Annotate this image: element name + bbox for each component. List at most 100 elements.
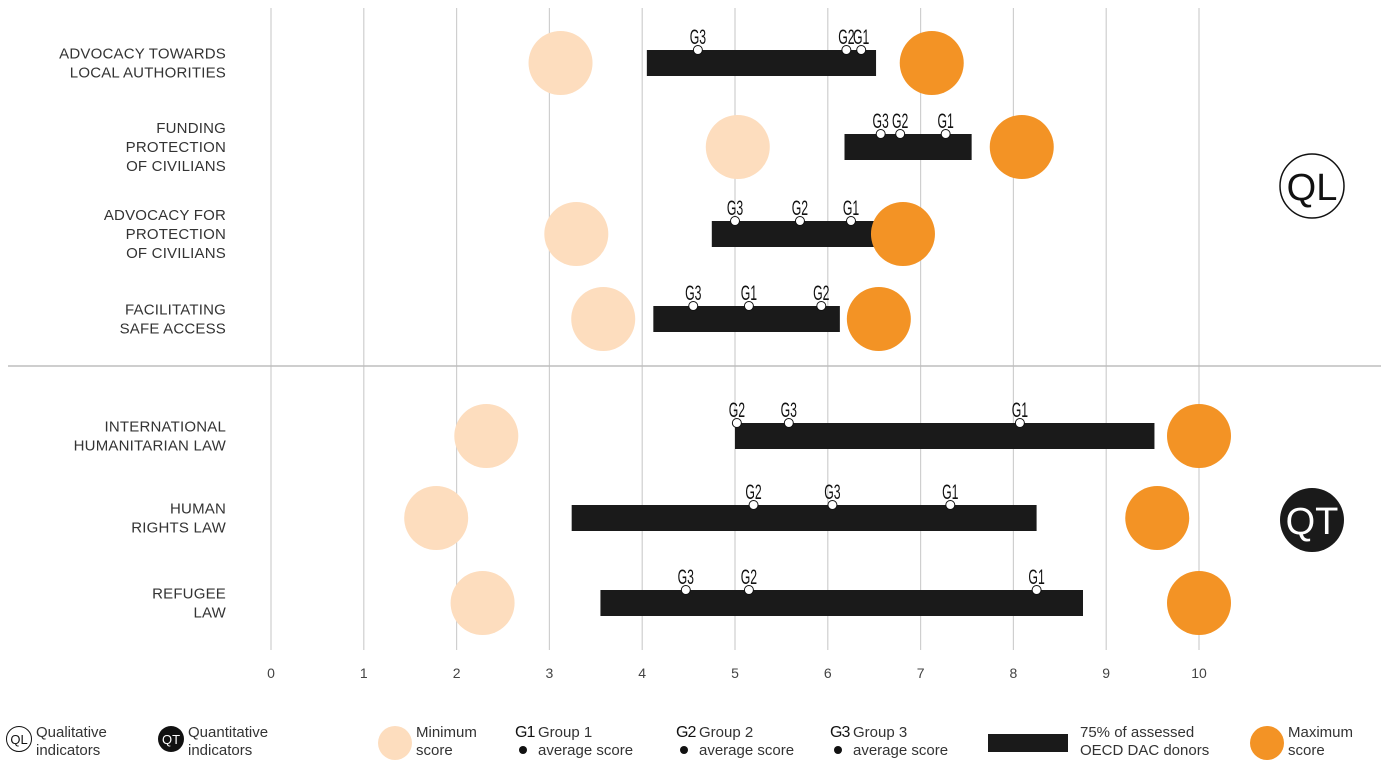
- legend-group1: G1 Group 1 average score: [515, 724, 633, 760]
- legend-group2-text: Group 2 average score: [699, 724, 795, 759]
- group-marker-dot: [680, 585, 691, 595]
- category-label: RIGHTS LAW: [131, 520, 226, 537]
- group-marker-dot: [816, 301, 827, 311]
- group-marker-label: G1: [1012, 397, 1028, 422]
- group-marker-label: G1: [942, 479, 958, 504]
- section-badges: QL QT: [1279, 153, 1345, 552]
- max-score-dot: [899, 31, 964, 95]
- maximum-dot-icon: [1250, 726, 1284, 760]
- group-marker-label: G1: [853, 24, 869, 49]
- chart-row: HUMAN RIGHTS LAW G2 G3 G1: [131, 479, 1190, 550]
- group-marker-dot: [783, 418, 794, 428]
- legend-group3: G3 Group 3 average score: [830, 724, 948, 760]
- x-tick-label: 6: [824, 665, 832, 681]
- qualitative-section-badge-label: QL: [1287, 167, 1338, 209]
- chart-row: FUNDING PROTECTION OF CIVILIANS G3 G2 G1: [126, 108, 1054, 179]
- group-marker-dot: [1031, 585, 1042, 595]
- group-marker-label: G3: [690, 24, 706, 49]
- chart-row: FACILITATING SAFE ACCESS G3 G1 G2: [120, 280, 911, 351]
- legend-minimum-text: Minimum score: [416, 724, 477, 759]
- min-score-dot: [450, 571, 515, 635]
- group-marker-dot: [730, 216, 740, 226]
- group-marker-dot: [743, 301, 754, 311]
- max-score-dot: [1167, 404, 1231, 468]
- group-marker-dot: [692, 45, 703, 55]
- x-tick-labels: 0 1 2 3 4 5 6 7 8 9 10: [267, 665, 1207, 681]
- category-label: PROTECTION: [126, 139, 226, 156]
- range-bar: [571, 505, 1037, 531]
- group-marker-label: G3: [873, 108, 889, 133]
- group-marker-label: G3: [678, 564, 694, 589]
- legend: QL Qualitative indicators QT Quantitativ…: [0, 724, 1381, 771]
- legend-qualitative-text: Qualitative indicators: [36, 724, 107, 759]
- group-marker-dot: [846, 216, 856, 226]
- qualitative-section-badge: [1279, 153, 1345, 219]
- quantitative-section-badge-label: QT: [1286, 501, 1339, 543]
- max-score-dot: [989, 115, 1054, 179]
- group-marker-dot: [895, 129, 906, 139]
- range-bar: [646, 50, 877, 76]
- group-marker-dot: [841, 45, 852, 55]
- group-marker-label: G2: [813, 280, 829, 305]
- legend-range-bar-text: 75% of assessed OECD DAC donors: [1080, 724, 1210, 759]
- legend-maximum-text: Maximum score: [1288, 724, 1354, 759]
- category-label: ADVOCACY TOWARDS: [59, 46, 226, 63]
- chart-row: INTERNATIONAL HUMANITARIAN LAW G2 G3 G1: [74, 397, 1231, 468]
- max-score-dot: [1167, 571, 1231, 635]
- group-marker-dot: [827, 500, 838, 510]
- min-score-dot: [404, 486, 469, 550]
- legend-group1-text: Group 1 average score: [538, 724, 634, 759]
- chart-row: ADVOCACY FOR PROTECTION OF CIVILIANS G3 G2 G1: [104, 195, 935, 266]
- min-score-dot: [705, 115, 770, 179]
- x-tick-label: 1: [360, 665, 368, 681]
- group-marker-label: G2: [741, 564, 757, 589]
- range-bar: [844, 134, 972, 160]
- legend-group2: G2 Group 2 average score: [676, 724, 794, 760]
- category-label: HUMANITARIAN LAW: [74, 438, 227, 455]
- range-bar: [735, 423, 1155, 449]
- category-label: OF CIVILIANS: [126, 245, 226, 262]
- x-tick-label: 8: [1010, 665, 1018, 681]
- quantitative-badge-icon: QT: [158, 726, 184, 752]
- category-label: LOCAL AUTHORITIES: [70, 65, 226, 82]
- range-dot-chart: 0 1 2 3 4 5 6 7 8 9 10 ADVOCACY TOWARDS LOCAL AUTHO…: [8, 8, 1381, 681]
- min-score-dot: [454, 404, 519, 468]
- group-marker-dot: [875, 129, 886, 139]
- group-marker-dot: [856, 45, 867, 55]
- minimum-dot-icon: [378, 726, 412, 760]
- legend-group3-text: Group 3 average score: [853, 724, 949, 759]
- group-marker-label: G3: [824, 479, 840, 504]
- group-marker-label: G1: [1028, 564, 1044, 589]
- group-marker-label: G1: [937, 108, 953, 133]
- range-bar-icon: [988, 734, 1068, 752]
- x-tick-label: 2: [453, 665, 461, 681]
- range-bar: [600, 590, 1083, 616]
- quantitative-section-badge: [1280, 488, 1344, 552]
- group-marker-dot: [1014, 418, 1025, 428]
- group-marker-label: G1: [843, 195, 859, 220]
- category-label: FACILITATING: [125, 302, 226, 319]
- category-label: OF CIVILIANS: [126, 158, 226, 175]
- group-marker-dot: [748, 500, 759, 510]
- range-bar: [711, 221, 875, 247]
- group-marker-label: G2: [892, 108, 908, 133]
- x-tick-label: 4: [638, 665, 646, 681]
- group1-marker-icon: G1: [515, 724, 535, 760]
- legend-range-bar: 75% of assessed OECD DAC donors: [988, 724, 1209, 760]
- chart-row: REFUGEE LAW G3 G2 G1: [152, 564, 1231, 635]
- legend-quantitative-text: Quantitative indicators: [188, 724, 269, 759]
- group-marker-dot: [688, 301, 699, 311]
- category-label: HUMAN: [170, 501, 226, 518]
- category-label: FUNDING: [156, 120, 226, 137]
- legend-minimum: Minimum score: [378, 724, 477, 760]
- x-tick-label: 5: [731, 665, 739, 681]
- category-label: ADVOCACY FOR: [104, 207, 226, 224]
- group-marker-label: G3: [781, 397, 797, 422]
- group-marker-dot: [794, 216, 805, 226]
- x-tick-label: 0: [267, 665, 275, 681]
- category-label: PROTECTION: [126, 226, 226, 243]
- category-label: INTERNATIONAL: [104, 419, 226, 436]
- category-label: SAFE ACCESS: [120, 321, 226, 338]
